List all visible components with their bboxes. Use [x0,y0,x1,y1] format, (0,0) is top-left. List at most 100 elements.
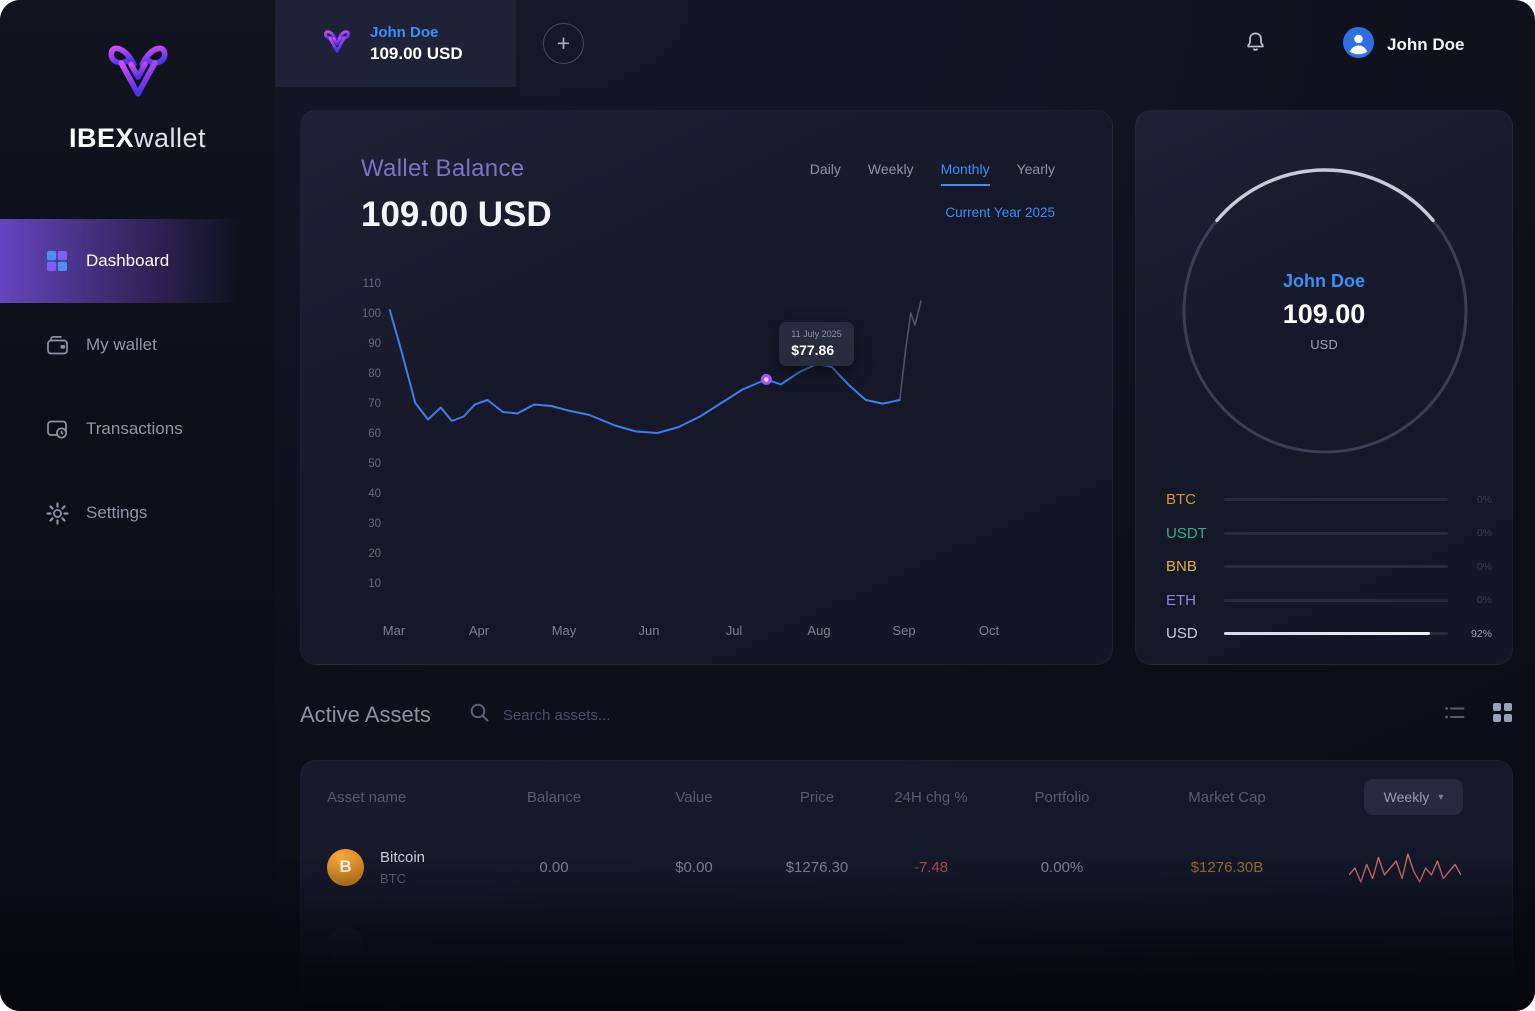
asset-percent: 92% [1470,627,1492,640]
asset-meter-track [1224,565,1448,569]
grid-view-icon[interactable] [1492,702,1513,728]
tab-weekly[interactable]: Weekly [867,161,914,177]
profile-summary: John Doe 109.00 USD [1136,271,1512,352]
asset-meter-row: ETH 0% [1166,584,1492,618]
transactions-icon [45,417,69,441]
search-icon [469,702,490,728]
svg-text:Oct: Oct [979,623,1000,638]
price-sparkline [1348,847,1462,887]
asset-percent: 0% [1476,594,1492,607]
svg-text:Aug: Aug [807,623,830,638]
asset-meter-row: USD 92% [1166,617,1492,651]
svg-text:50: 50 [368,458,381,470]
asset-name-stack: Bitcoin BTC [380,849,425,886]
sidebar-item-label: Settings [86,503,148,522]
brand-name-light: wallet [134,123,207,153]
balance-chart[interactable]: 110 100 90 80 70 60 50 40 30 20 10 Mar Apr May Jun Jul A… [331,273,1091,653]
cell-portfolio: 0.00% [1040,858,1084,876]
svg-text:110: 110 [363,278,381,290]
table-row[interactable]: B Bitcoin BTC 0.00 $0.00 $1276.30 -7.48 … [301,831,1512,903]
active-wallet-tab[interactable]: John Doe 109.00 USD [275,0,516,87]
asset-meter-track [1224,598,1448,602]
sidebar-item-my-wallet[interactable]: My wallet [0,303,275,387]
balance-chart-svg: 110 100 90 80 70 60 50 40 30 20 10 Mar Apr May Jun Jul A… [362,278,1000,638]
ibex-logo-small-icon [319,23,355,64]
coin-icon [327,926,364,964]
svg-text:70: 70 [368,398,381,410]
asset-meter-row: BTC 0% [1166,483,1492,517]
balance-ring [1180,166,1470,461]
wallet-icon [45,333,69,357]
svg-text:80: 80 [368,368,381,380]
svg-text:20: 20 [368,548,381,560]
profile-name: John Doe [1282,271,1365,291]
sparkline-svg [1348,853,1462,883]
asset-meter-track [1224,632,1448,636]
sidebar-item-transactions[interactable]: Transactions [0,387,275,471]
view-toggles [1444,702,1513,728]
asset-percent: 0% [1476,527,1492,540]
brand-name-bold: IBEX [68,123,134,153]
tab-daily[interactable]: Daily [809,161,841,177]
cell-market-cap: $1276.30B [1190,858,1264,876]
asset-symbol: USD [1166,625,1198,643]
asset-search [469,702,1444,728]
dashboard-icon [45,249,69,273]
asset-percent: 0% [1476,560,1492,573]
table-period-dropdown[interactable]: Weekly ▾ [1364,779,1463,815]
cell-value [624,909,764,981]
asset-name-cell: B Bitcoin BTC [327,831,425,903]
balance-card-title: Wallet Balance [361,155,525,182]
sidebar-item-label: Dashboard [86,251,170,270]
asset-name: Bitcoin [380,848,426,866]
tooltip-value: $77.86 [791,342,835,359]
tab-monthly[interactable]: Monthly [940,161,990,186]
cell-value: $0.00 [675,858,713,876]
sidebar-item-label: My wallet [86,335,157,354]
table-row[interactable] [301,909,1512,981]
sidebar-nav: Dashboard My wallet [0,219,275,555]
list-view-icon[interactable] [1444,703,1466,728]
cell-24h-change: -7.48 [913,858,949,876]
svg-text:May: May [552,623,577,638]
ibex-logo-icon [96,45,180,116]
column-header-24h-change: 24H chg % [894,789,968,806]
column-header-asset-name: Asset name [327,789,407,806]
balance-amount: 109.00 USD [361,195,552,234]
notification-bell-icon[interactable] [1243,30,1268,60]
user-name: John Doe [1387,35,1465,54]
sidebar-item-settings[interactable]: Settings [0,471,275,555]
asset-meter-row: USDT 0% [1166,517,1492,551]
column-header-value: Value [675,789,713,806]
asset-name-cell [327,909,380,981]
tab-yearly[interactable]: Yearly [1016,161,1055,177]
user-menu[interactable]: John Doe [1343,27,1464,63]
asset-meter-row: BNB 0% [1166,550,1492,584]
svg-text:Sep: Sep [892,623,915,638]
wallet-tab-text: John Doe 109.00 USD [370,24,463,64]
active-assets-title: Active Assets [300,702,431,727]
brand: IBEXwallet [0,28,275,154]
svg-text:Mar: Mar [383,623,406,638]
asset-symbol: ETH [1166,591,1196,609]
chart-tooltip: 11 July 2025 $77.86 [779,322,854,367]
tooltip-date: 11 July 2025 [791,329,842,340]
profile-currency: USD [1310,337,1338,352]
svg-text:100: 100 [362,308,381,320]
asset-symbol: BTC [1166,491,1196,509]
active-assets-header: Active Assets [300,690,1513,740]
asset-meter-track [1224,531,1448,535]
svg-text:Jun: Jun [639,623,660,638]
brand-name: IBEXwallet [0,123,275,154]
search-input[interactable] [502,706,1186,724]
svg-text:Apr: Apr [469,623,490,638]
sidebar-item-dashboard[interactable]: Dashboard [0,219,275,303]
asset-allocation-list: BTC 0% USDT 0% BNB 0% ETH 0% USD [1166,483,1492,651]
bitcoin-coin-icon: B [327,848,364,886]
gear-icon [45,501,69,525]
cell-balance: 0.00 [539,858,569,876]
svg-text:60: 60 [368,428,381,440]
avatar [1343,27,1374,63]
add-wallet-button[interactable]: + [543,23,584,64]
